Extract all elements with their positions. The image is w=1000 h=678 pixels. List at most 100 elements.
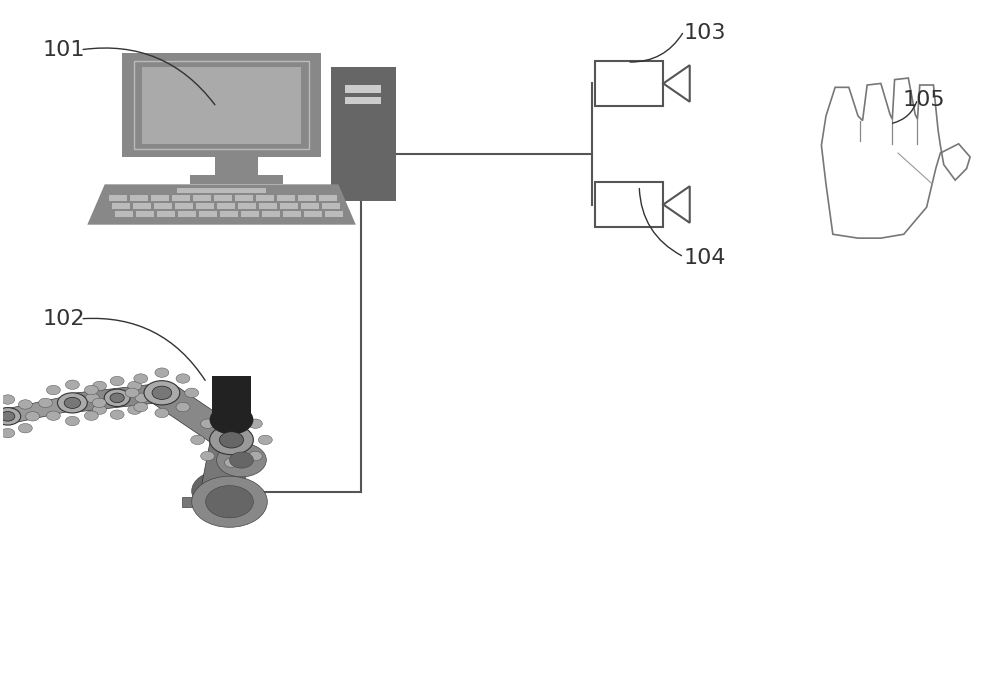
Text: 101: 101 <box>43 40 85 60</box>
Bar <box>345 97 381 104</box>
Bar <box>595 60 663 106</box>
Polygon shape <box>201 438 252 493</box>
Circle shape <box>230 452 253 468</box>
Circle shape <box>0 407 21 425</box>
Bar <box>133 203 151 210</box>
Circle shape <box>93 381 107 391</box>
Polygon shape <box>821 78 970 238</box>
Circle shape <box>155 408 169 418</box>
Circle shape <box>134 402 148 412</box>
Circle shape <box>225 458 238 467</box>
Circle shape <box>210 405 253 435</box>
Bar <box>345 85 381 93</box>
Circle shape <box>134 374 148 383</box>
Bar <box>196 203 214 210</box>
Bar <box>214 195 232 201</box>
Bar <box>199 212 217 218</box>
Bar <box>136 212 154 218</box>
Circle shape <box>192 471 251 511</box>
Circle shape <box>110 393 124 403</box>
Bar <box>301 203 319 210</box>
Circle shape <box>258 435 272 445</box>
Polygon shape <box>663 65 690 102</box>
Circle shape <box>155 368 169 378</box>
Bar <box>130 195 148 201</box>
Bar <box>151 195 169 201</box>
Bar <box>304 212 322 218</box>
Bar <box>190 175 283 184</box>
Polygon shape <box>70 384 164 412</box>
Circle shape <box>57 393 87 413</box>
Circle shape <box>84 411 98 420</box>
Bar <box>142 66 301 144</box>
Bar <box>595 182 663 227</box>
Circle shape <box>128 381 142 391</box>
Bar <box>262 212 280 218</box>
Circle shape <box>128 405 142 414</box>
Bar <box>175 203 193 210</box>
Circle shape <box>144 380 180 405</box>
Bar <box>122 53 321 157</box>
Bar <box>259 203 277 210</box>
Circle shape <box>85 393 99 403</box>
Circle shape <box>248 419 262 428</box>
Bar <box>172 195 190 201</box>
Polygon shape <box>663 186 690 223</box>
Text: 103: 103 <box>684 23 726 43</box>
Circle shape <box>248 452 262 461</box>
Circle shape <box>201 419 215 428</box>
Bar <box>241 212 259 218</box>
Circle shape <box>39 398 53 407</box>
Circle shape <box>206 485 253 518</box>
Circle shape <box>219 432 244 448</box>
Circle shape <box>225 412 238 422</box>
Circle shape <box>46 411 60 420</box>
Bar <box>238 203 256 210</box>
Circle shape <box>1 412 15 421</box>
Circle shape <box>92 398 106 407</box>
Circle shape <box>201 452 215 461</box>
Bar <box>212 376 251 413</box>
Bar <box>112 203 130 210</box>
Bar <box>109 195 127 201</box>
Circle shape <box>152 386 172 399</box>
Polygon shape <box>0 412 10 428</box>
Bar <box>322 203 340 210</box>
Circle shape <box>185 388 199 397</box>
Text: 104: 104 <box>684 248 726 268</box>
Bar <box>256 195 274 201</box>
Bar <box>134 61 309 149</box>
Circle shape <box>110 376 124 386</box>
Bar <box>217 203 235 210</box>
Polygon shape <box>5 396 76 423</box>
Bar <box>215 156 258 178</box>
Circle shape <box>135 393 149 403</box>
Circle shape <box>65 416 79 426</box>
Bar <box>277 195 295 201</box>
Circle shape <box>104 389 130 407</box>
Bar <box>283 212 301 218</box>
Bar <box>235 195 253 201</box>
Circle shape <box>217 443 266 477</box>
Circle shape <box>125 388 139 397</box>
Circle shape <box>18 400 32 409</box>
Text: 105: 105 <box>903 90 945 111</box>
Circle shape <box>93 405 107 414</box>
Circle shape <box>65 380 79 389</box>
Circle shape <box>84 385 98 395</box>
Bar <box>280 203 298 210</box>
Bar <box>331 66 396 201</box>
Polygon shape <box>87 184 356 224</box>
Bar <box>193 195 211 201</box>
Bar <box>325 212 343 218</box>
Bar <box>178 212 196 218</box>
Circle shape <box>110 410 124 420</box>
Circle shape <box>176 402 190 412</box>
Circle shape <box>210 425 253 455</box>
Circle shape <box>176 374 190 383</box>
Circle shape <box>64 397 81 408</box>
Bar <box>298 195 316 201</box>
Text: 102: 102 <box>43 308 85 329</box>
Bar <box>157 212 175 218</box>
Circle shape <box>46 385 60 395</box>
